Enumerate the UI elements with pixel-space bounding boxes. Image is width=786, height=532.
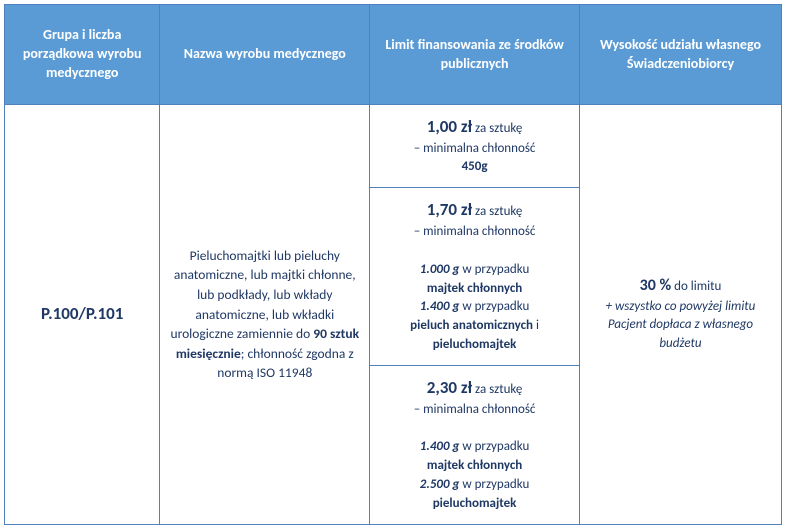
price-value: 1,70 zł: [427, 199, 472, 220]
case-conj: i: [536, 318, 539, 333]
header-product-name: Nazwa wyrobu medycznego: [160, 5, 370, 105]
limit-row-2: 1,70 zł za sztukę – minimalna chłonność …: [370, 188, 580, 366]
absorbency-value: 450g: [462, 159, 488, 174]
reimbursement-table: Grupa i liczba porządkowa wyrobu medyczn…: [4, 4, 782, 525]
price-value: 2,30 zł: [427, 377, 472, 398]
case-product-2a: pieluch anatomicznych: [410, 318, 533, 333]
own-share-cell: 30 % do limitu + wszystko co powyżej lim…: [579, 105, 781, 525]
price-unit: za sztukę: [475, 121, 522, 136]
case-product-2b: pieluchomajtek: [433, 337, 517, 352]
weight-1: 1.400 g: [420, 439, 460, 454]
price-value: 1,00 zł: [427, 116, 472, 137]
weight-2: 1.400 g: [420, 299, 460, 314]
weight-1: 1.000 g: [420, 262, 460, 277]
table-header-row: Grupa i liczba porządkowa wyrobu medyczn…: [5, 5, 782, 105]
absorbency-label: – minimalna chłonność: [414, 224, 536, 239]
absorbency-label: – minimalna chłonność: [414, 402, 536, 417]
limit-row-1: 1,00 zł za sztukę – minimalna chłonność …: [370, 105, 580, 188]
price-unit: za sztukę: [475, 204, 522, 219]
table-row: P.100/P.101 Pieluchomajtki lub pieluchy …: [5, 105, 782, 188]
case-product-1: majtek chłonnych: [427, 458, 522, 473]
case-text-1: w przypadku: [462, 262, 529, 277]
share-tail: do limitu: [674, 279, 721, 294]
case-text-1: w przypadku: [462, 439, 529, 454]
header-own-share: Wysokość udziału własnego Świadczeniobio…: [579, 5, 781, 105]
case-product-1: majtek chłonnych: [427, 281, 522, 296]
limit-row-3: 2,30 zł za sztukę – minimalna chłonność …: [370, 365, 580, 524]
product-description: Pieluchomajtki lub pieluchy anatomiczne,…: [160, 105, 370, 525]
header-group-code: Grupa i liczba porządkowa wyrobu medyczn…: [5, 5, 160, 105]
share-note: + wszystko co powyżej limitu Pacjent dop…: [606, 299, 756, 352]
share-percent: 30 %: [640, 276, 672, 295]
absorbency-label: – minimalna chłonność: [414, 141, 536, 156]
case-product-2: pieluchomajtek: [433, 496, 517, 511]
case-text-2: w przypadku: [462, 299, 529, 314]
price-unit: za sztukę: [475, 382, 522, 397]
product-code: P.100/P.101: [5, 105, 160, 525]
weight-2: 2.500 g: [420, 477, 460, 492]
header-funding-limit: Limit finansowania ze środków publicznyc…: [370, 5, 580, 105]
case-text-2: w przypadku: [462, 477, 529, 492]
